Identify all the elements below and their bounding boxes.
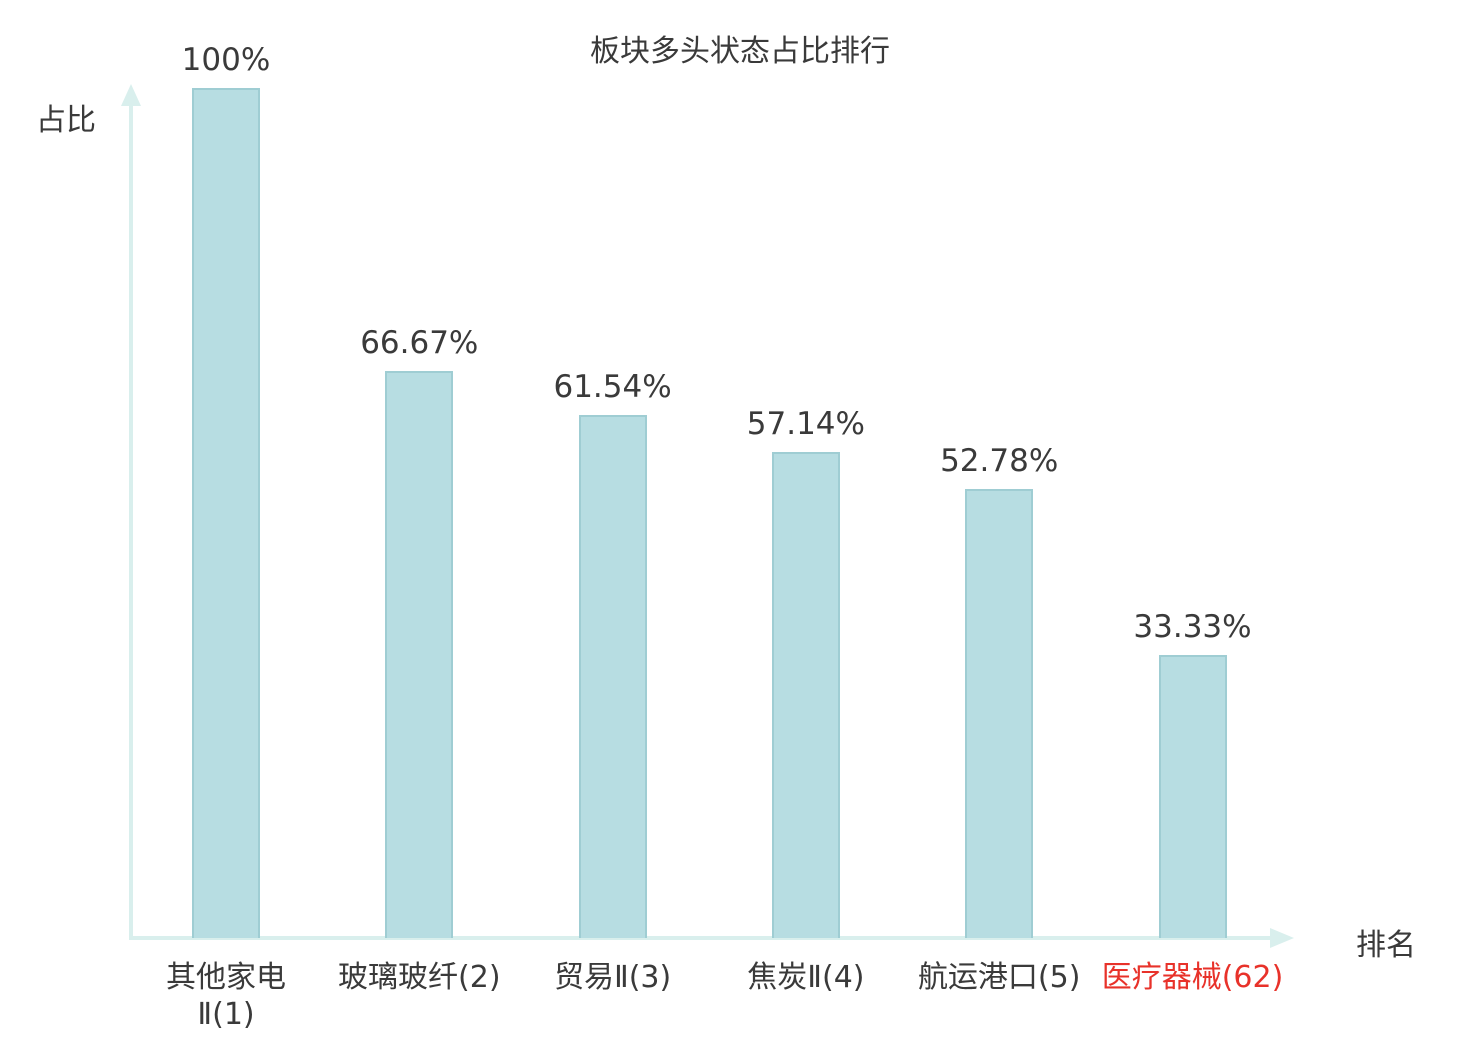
category-label: 其他家电 Ⅱ(1): [166, 960, 286, 1032]
bar: [578, 415, 647, 938]
bar: [771, 452, 840, 938]
x-axis-label: 排名: [1356, 928, 1416, 963]
bar: [1158, 655, 1227, 938]
bar: [965, 489, 1034, 938]
y-axis-arrow-icon: [121, 84, 141, 106]
category-label: 焦炭Ⅱ(4): [747, 960, 865, 995]
bar: [385, 371, 454, 938]
bar-value-label: 66.67%: [360, 325, 479, 361]
x-axis-arrow-icon: [1270, 928, 1294, 948]
bar-value-label: 57.14%: [746, 406, 865, 442]
bar-value-label: 61.54%: [553, 369, 672, 405]
bar-value-label: 33.33%: [1133, 609, 1252, 645]
chart-title: 板块多头状态占比排行: [590, 34, 890, 69]
category-label: 贸易Ⅱ(3): [553, 960, 672, 995]
category-label: 航运港口(5): [917, 960, 1081, 995]
category-label: 玻璃玻纤(2): [338, 960, 501, 995]
bar-value-label: 52.78%: [940, 443, 1059, 479]
bar: [192, 88, 260, 938]
category-label: 医疗器械(62): [1101, 960, 1284, 995]
y-axis-label: 占比: [36, 103, 96, 138]
bar-value-label: 100%: [181, 42, 271, 78]
